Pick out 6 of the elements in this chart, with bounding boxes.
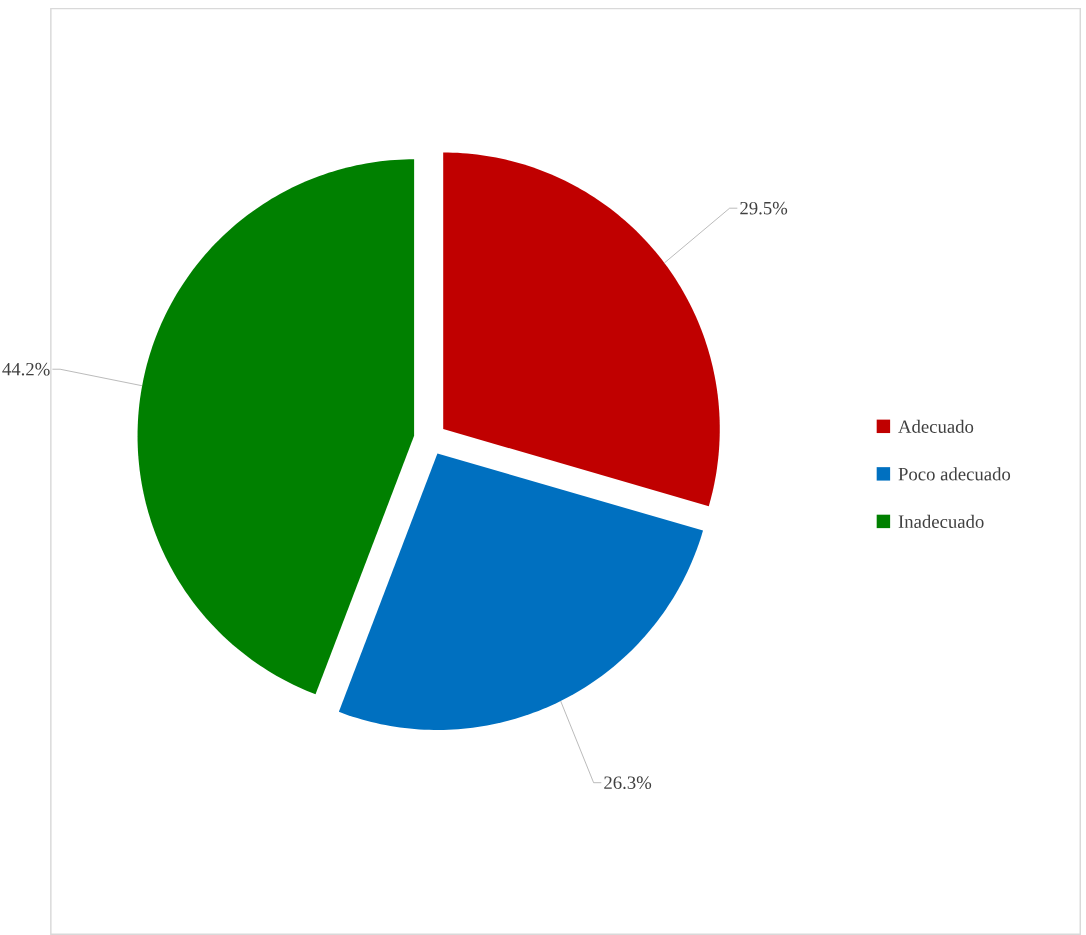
legend-label: Poco adecuado (898, 467, 1011, 481)
legend-label: Adecuado (898, 419, 974, 433)
data-label: 44.2% (2, 362, 50, 376)
legend-label: Inadecuado (898, 514, 984, 528)
data-label: 29.5% (740, 201, 788, 215)
data-label: 26.3% (604, 776, 652, 789)
